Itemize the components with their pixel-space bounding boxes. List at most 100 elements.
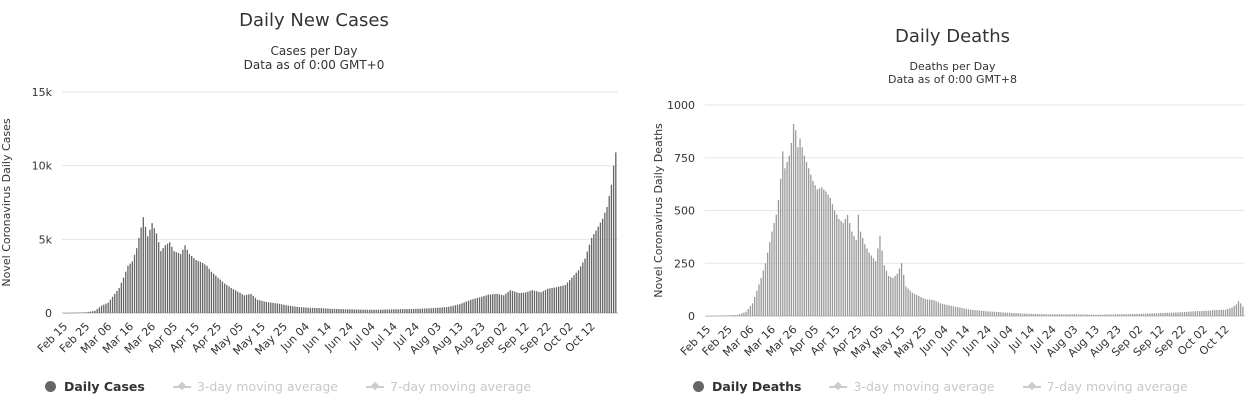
bar[interactable] (1017, 313, 1019, 316)
bar[interactable] (715, 315, 717, 317)
bar[interactable] (1149, 313, 1151, 316)
bar[interactable] (540, 292, 542, 313)
bar[interactable] (954, 306, 957, 316)
bar[interactable] (169, 242, 171, 313)
bar[interactable] (158, 242, 160, 313)
bar[interactable] (754, 297, 756, 316)
bar[interactable] (868, 252, 870, 316)
bar[interactable] (307, 307, 309, 313)
bar[interactable] (538, 291, 540, 313)
legend-item-3-day-average[interactable]: 3-day moving average (172, 379, 338, 394)
bar[interactable] (1209, 310, 1212, 316)
bar[interactable] (1218, 309, 1220, 316)
bar[interactable] (426, 308, 428, 313)
bar[interactable] (500, 294, 503, 313)
bar[interactable] (1166, 312, 1168, 316)
bar[interactable] (564, 285, 566, 313)
bar[interactable] (520, 292, 522, 313)
bar[interactable] (294, 306, 296, 313)
bar[interactable] (805, 161, 808, 316)
bar[interactable] (1039, 314, 1041, 316)
bar[interactable] (489, 294, 492, 313)
bar[interactable] (736, 314, 739, 316)
bar[interactable] (1168, 312, 1171, 316)
bar[interactable] (887, 275, 890, 316)
bar[interactable] (920, 297, 922, 316)
bar[interactable] (217, 277, 219, 313)
bar[interactable] (1224, 309, 1227, 316)
bar[interactable] (1214, 310, 1216, 316)
bar[interactable] (83, 312, 85, 313)
bar[interactable] (525, 292, 527, 313)
bar[interactable] (201, 262, 204, 313)
bar[interactable] (1205, 310, 1207, 316)
bar[interactable] (105, 303, 107, 313)
bar[interactable] (734, 315, 736, 316)
bar[interactable] (1142, 313, 1145, 316)
bar[interactable] (612, 165, 615, 313)
bar[interactable] (1078, 314, 1080, 316)
bar[interactable] (905, 286, 907, 316)
bar[interactable] (582, 262, 584, 313)
bar[interactable] (706, 316, 708, 317)
bar[interactable] (241, 294, 243, 313)
bar[interactable] (336, 308, 338, 313)
bar[interactable] (916, 294, 918, 316)
bar[interactable] (373, 309, 375, 313)
bar[interactable] (322, 308, 325, 313)
bar[interactable] (94, 310, 96, 313)
bar[interactable] (417, 308, 419, 313)
bar[interactable] (1175, 312, 1177, 316)
bar[interactable] (913, 293, 916, 316)
bar[interactable] (792, 123, 795, 317)
bar[interactable] (92, 311, 94, 313)
bar[interactable] (81, 312, 83, 314)
bar[interactable] (898, 268, 901, 316)
bar[interactable] (149, 229, 151, 313)
bar[interactable] (514, 291, 516, 313)
bar[interactable] (366, 309, 369, 313)
bar[interactable] (803, 155, 806, 316)
bar[interactable] (516, 292, 518, 313)
bar[interactable] (395, 309, 397, 313)
bar[interactable] (412, 308, 415, 313)
bar[interactable] (78, 312, 81, 314)
bar[interactable] (305, 307, 307, 313)
bar[interactable] (782, 151, 784, 316)
bar[interactable] (1164, 312, 1166, 316)
bar[interactable] (162, 248, 164, 313)
bar[interactable] (331, 308, 333, 313)
bar[interactable] (364, 309, 366, 313)
bar[interactable] (254, 297, 257, 313)
bar[interactable] (191, 256, 193, 313)
bar[interactable] (1071, 314, 1073, 316)
bar[interactable] (129, 263, 131, 313)
bar[interactable] (285, 305, 287, 313)
bar[interactable] (797, 147, 799, 316)
bar[interactable] (1125, 314, 1127, 316)
bar[interactable] (542, 291, 544, 313)
bar[interactable] (593, 234, 595, 313)
bar[interactable] (1062, 314, 1065, 316)
chart-legend[interactable]: Daily Cases 3-day moving average 7-day m… (45, 379, 559, 394)
bar[interactable] (721, 315, 723, 317)
bar[interactable] (1157, 313, 1160, 316)
bar[interactable] (575, 272, 577, 313)
bar[interactable] (926, 299, 929, 316)
bar[interactable] (987, 311, 989, 316)
bar[interactable] (74, 312, 76, 314)
bar[interactable] (597, 226, 599, 313)
bar[interactable] (397, 309, 399, 313)
bar[interactable] (1084, 314, 1086, 316)
bar[interactable] (503, 295, 505, 313)
bar[interactable] (928, 299, 931, 316)
bar[interactable] (1211, 310, 1214, 316)
bar[interactable] (259, 300, 261, 313)
bar[interactable] (560, 286, 562, 313)
bar[interactable] (885, 270, 888, 316)
bar[interactable] (522, 292, 525, 313)
bar[interactable] (160, 251, 162, 313)
bar[interactable] (472, 299, 474, 313)
bar[interactable] (445, 307, 448, 313)
bar[interactable] (432, 308, 435, 313)
